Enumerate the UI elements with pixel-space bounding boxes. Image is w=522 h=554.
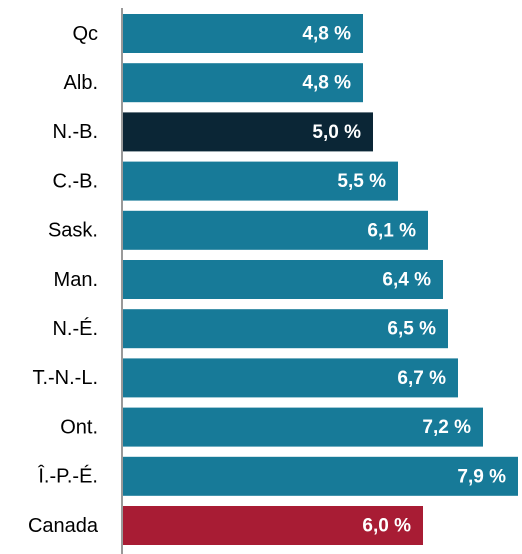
category-label: N.-É. <box>52 317 98 340</box>
value-label: 7,2 % <box>422 417 471 438</box>
bar <box>123 112 373 152</box>
value-label: 6,5 % <box>387 319 436 340</box>
category-label: Man. <box>54 269 98 291</box>
value-label: 6,1 % <box>367 220 416 241</box>
bar <box>123 260 443 299</box>
category-label: N.-B. <box>52 121 98 143</box>
bar <box>123 358 458 398</box>
value-label: 5,5 % <box>337 171 386 192</box>
bar <box>123 506 423 545</box>
category-label: T.-N.-L. <box>32 367 98 389</box>
bar <box>123 161 398 201</box>
category-label: Alb. <box>64 72 98 94</box>
bar <box>123 456 518 496</box>
category-label: Î.-P.-É. <box>37 465 98 488</box>
bar <box>123 63 363 103</box>
category-label: Sask. <box>48 220 98 242</box>
category-label: C.-B. <box>52 170 98 192</box>
bar <box>123 210 428 250</box>
value-label: 4,8 % <box>302 73 351 94</box>
bar <box>123 407 483 447</box>
category-label: Qc <box>72 23 98 45</box>
value-label: 6,4 % <box>382 270 431 291</box>
category-label: Canada <box>28 515 99 537</box>
value-label: 6,7 % <box>397 368 446 389</box>
bar <box>123 309 448 349</box>
value-label: 6,0 % <box>362 516 411 537</box>
category-label: Ont. <box>60 416 98 438</box>
value-label: 7,9 % <box>457 466 506 487</box>
bar <box>123 14 363 53</box>
value-label: 4,8 % <box>302 24 351 45</box>
value-label: 5,0 % <box>312 122 361 143</box>
